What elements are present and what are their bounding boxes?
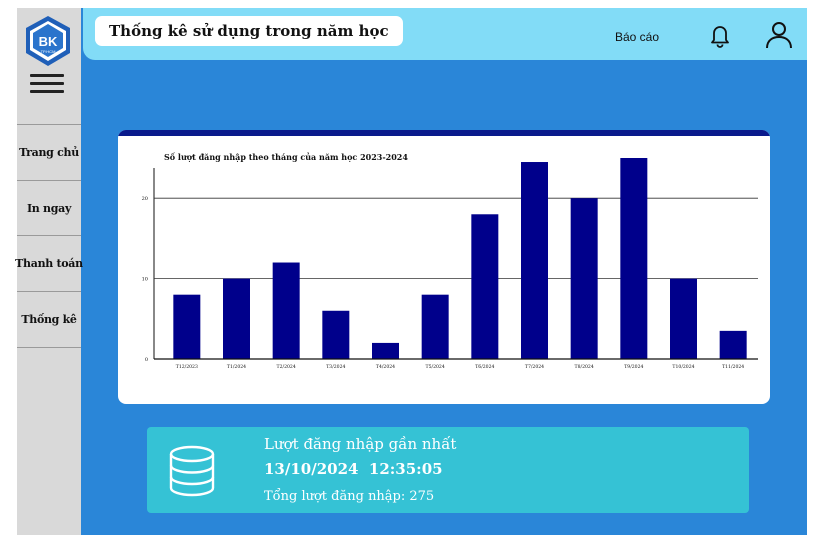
sidebar-item-trang-chu[interactable]: Trang chủ: [17, 124, 81, 180]
sidebar-item-label: Thống kê: [21, 313, 77, 326]
bar-chart: Số lượt đăng nhập theo tháng của năm học…: [142, 152, 758, 370]
sidebar-item-in-ngay[interactable]: In ngay: [17, 180, 81, 236]
x-tick-label: T3/2024: [326, 364, 345, 370]
sidebar-item-label: Trang chủ: [19, 146, 79, 159]
chart-bar: [272, 262, 300, 359]
x-tick-label: T6/2024: [475, 364, 494, 370]
x-tick-label: T5/2024: [426, 364, 445, 370]
user-icon[interactable]: [764, 20, 794, 50]
x-tick-label: T10/2024: [672, 364, 694, 370]
database-icon: [167, 445, 217, 497]
last-login-datetime: 13/10/2024 12:35:05: [264, 460, 443, 478]
logo-subtext: TP.HCM: [41, 49, 56, 54]
y-tick-label: 20: [142, 196, 148, 202]
x-tick-label: T4/2024: [376, 364, 395, 370]
chart-bar: [372, 342, 399, 359]
x-tick-label: T1/2024: [227, 364, 246, 370]
sidebar-item-thanh-toan[interactable]: Thanh toán: [15, 235, 83, 291]
last-login-card: Lượt đăng nhập gần nhất 13/10/2024 12:35…: [147, 427, 749, 513]
x-tick-label: T9/2024: [624, 364, 643, 370]
last-login-title: Lượt đăng nhập gần nhất: [264, 435, 457, 453]
chart-bar: [223, 278, 250, 359]
total-logins: Tổng lượt đăng nhập: 275: [264, 489, 435, 504]
sidebar-item-label: Thanh toán: [15, 257, 83, 270]
chart-bar: [670, 278, 697, 359]
x-tick-label: T7/2024: [525, 364, 544, 370]
hamburger-icon[interactable]: [30, 70, 64, 100]
chart-bar: [620, 158, 648, 359]
chart-bar: [322, 310, 350, 359]
sidebar: BK TP.HCM Trang chủ In ngay Thanh toán T…: [15, 8, 83, 535]
chart-title: Số lượt đăng nhập theo tháng của năm học…: [164, 152, 408, 162]
chart-bar: [570, 198, 598, 359]
chart-card: Số lượt đăng nhập theo tháng của năm học…: [118, 130, 770, 404]
logo-text: BK: [39, 34, 58, 49]
chart-bar: [521, 162, 548, 359]
x-tick-label: T2/2024: [277, 364, 296, 370]
page-title: Thống kê sử dụng trong năm học: [95, 16, 403, 46]
report-link[interactable]: Báo cáo: [615, 30, 660, 44]
y-tick-label: 0: [145, 357, 148, 363]
sidebar-item-thong-ke[interactable]: Thống kê: [17, 291, 81, 348]
header-bar: Thống kê sử dụng trong năm học Báo cáo: [83, 8, 807, 60]
chart-bar: [719, 330, 747, 359]
chart-bar: [173, 294, 201, 359]
app-window: BK TP.HCM Trang chủ In ngay Thanh toán T…: [15, 8, 807, 535]
x-tick-label: T12/2023: [176, 364, 198, 370]
sidebar-item-label: In ngay: [26, 202, 72, 215]
chart-bar: [421, 294, 449, 359]
y-tick-label: 10: [142, 277, 148, 283]
card-accent-bar: [118, 130, 770, 136]
x-tick-label: T11/2024: [722, 364, 744, 370]
x-tick-label: T8/2024: [575, 364, 594, 370]
chart-bar: [471, 214, 499, 359]
bell-icon[interactable]: [708, 22, 732, 48]
bk-logo[interactable]: BK TP.HCM: [24, 15, 72, 67]
